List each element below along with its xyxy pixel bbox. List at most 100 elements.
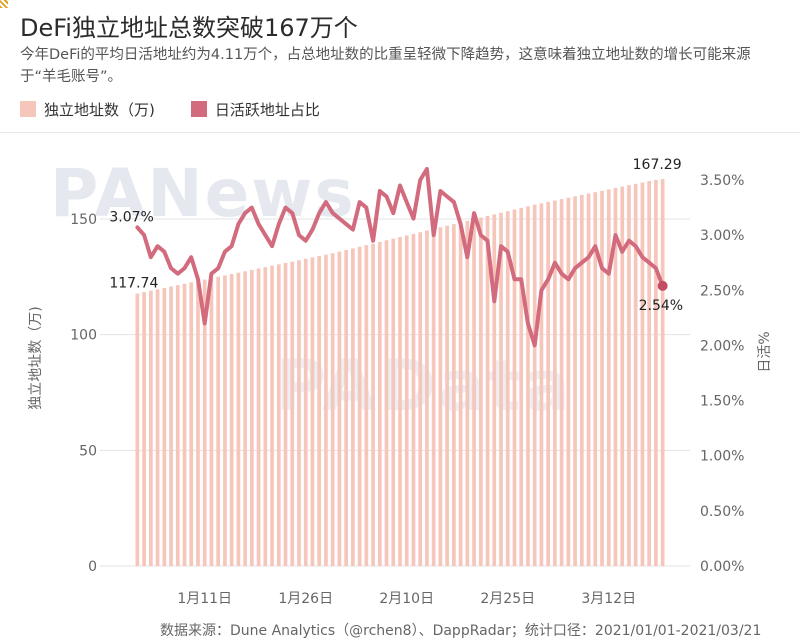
- data-annotation: 2.54%: [639, 298, 683, 314]
- bar: [398, 237, 402, 566]
- bar: [357, 246, 362, 566]
- bar: [135, 293, 140, 566]
- bar: [411, 233, 416, 566]
- bar: [613, 188, 618, 566]
- bar: [229, 274, 234, 566]
- x-tick-label: 3月12日: [581, 591, 636, 607]
- right-tick-label: 0.00%: [700, 559, 744, 575]
- x-tick-label: 2月10日: [379, 591, 434, 607]
- bar: [256, 268, 261, 566]
- bar: [182, 283, 187, 566]
- bar: [371, 243, 375, 566]
- chart-subtitle: 今年DeFi的平均日活地址约为4.11万个，占总地址数的比重呈轻微下降趋势，这意…: [20, 47, 751, 85]
- bar: [276, 264, 281, 566]
- bar: [216, 276, 221, 566]
- bar: [283, 262, 288, 566]
- x-tick-label: 1月26日: [278, 591, 333, 607]
- x-axis-ticks: 1月11日 1月26日 2月10日 2月25日 3月12日: [177, 591, 636, 607]
- bar: [472, 219, 476, 566]
- bar: [647, 181, 652, 566]
- bar: [364, 245, 369, 566]
- bar: [539, 203, 544, 566]
- bar: [236, 272, 241, 566]
- left-tick-label: 0: [88, 559, 97, 575]
- bar: [148, 290, 153, 566]
- bar: [452, 224, 456, 566]
- bar: [485, 215, 490, 566]
- bar: [391, 238, 396, 566]
- line-series: [135, 167, 668, 348]
- bar: [606, 189, 611, 566]
- data-annotation: 167.29: [633, 157, 682, 173]
- bar: [445, 225, 449, 566]
- chart-title: DeFi独立地址总数突破167万个: [20, 14, 358, 42]
- bar: [640, 182, 645, 566]
- header-divider: [0, 132, 800, 133]
- legend-item-addresses: 独立地址数（万): [20, 99, 155, 120]
- bar: [654, 179, 658, 566]
- bar: [519, 207, 524, 566]
- left-axis-ticks: 0 50 100 150: [70, 212, 97, 575]
- right-tick-label: 3.50%: [700, 173, 744, 189]
- bar-series: [135, 179, 665, 567]
- data-annotation: 3.07%: [109, 209, 153, 225]
- bar: [196, 280, 200, 566]
- bar: [162, 287, 167, 566]
- y-axis-label-right: 日活%: [757, 331, 773, 372]
- bar: [425, 230, 429, 567]
- bar: [169, 286, 173, 566]
- bar: [189, 282, 194, 566]
- left-tick-label: 50: [79, 443, 97, 459]
- bar: [324, 254, 328, 566]
- bar: [297, 260, 301, 566]
- bar: [553, 200, 557, 566]
- line-end-marker: [657, 280, 668, 291]
- bar: [175, 285, 180, 566]
- bar: [573, 196, 577, 566]
- bar: [546, 201, 551, 566]
- bar: [633, 183, 638, 566]
- bar: [465, 220, 470, 566]
- annotations: 3.07% 117.74 167.29 2.54%: [109, 157, 683, 314]
- bar: [478, 217, 483, 566]
- bar: [566, 197, 571, 566]
- bar: [330, 253, 335, 566]
- legend-label-addresses: 独立地址数（万): [44, 100, 155, 119]
- bar: [620, 186, 625, 566]
- bar: [303, 258, 308, 566]
- right-tick-label: 0.50%: [700, 504, 744, 520]
- bar: [351, 248, 355, 566]
- bar: [310, 257, 315, 566]
- bar: [431, 228, 436, 566]
- bar: [593, 192, 598, 566]
- right-tick-label: 1.00%: [700, 449, 744, 465]
- legend-label-active-ratio: 日活跃地址占比: [214, 100, 320, 119]
- left-tick-label: 100: [70, 328, 97, 344]
- bar: [586, 193, 591, 566]
- bar: [202, 279, 207, 566]
- bar: [344, 249, 348, 566]
- bar: [512, 209, 517, 567]
- bar: [600, 190, 604, 566]
- left-tick-label: 150: [70, 212, 97, 228]
- legend-swatch-line: [190, 101, 207, 117]
- bar: [155, 289, 160, 566]
- bar: [418, 232, 423, 566]
- bar: [532, 204, 537, 566]
- right-axis-ticks: 0.00% 0.50% 1.00% 1.50% 2.00% 2.50% 3.00% 3.50%: [700, 173, 744, 575]
- bar: [458, 222, 463, 566]
- y-axis-label-left: 独立地址数（万): [28, 306, 44, 409]
- x-tick-label: 2月25日: [480, 591, 535, 607]
- bar: [337, 251, 342, 567]
- bar: [526, 206, 530, 566]
- bar: [627, 185, 631, 566]
- bar: [499, 212, 503, 566]
- right-tick-label: 2.50%: [700, 283, 744, 299]
- x-tick-label: 1月11日: [177, 591, 232, 607]
- bar: [209, 278, 214, 566]
- bar: [223, 275, 227, 566]
- legend-swatch-bar: [20, 101, 36, 117]
- bar: [559, 199, 564, 566]
- bar: [660, 179, 665, 566]
- bar: [263, 267, 268, 566]
